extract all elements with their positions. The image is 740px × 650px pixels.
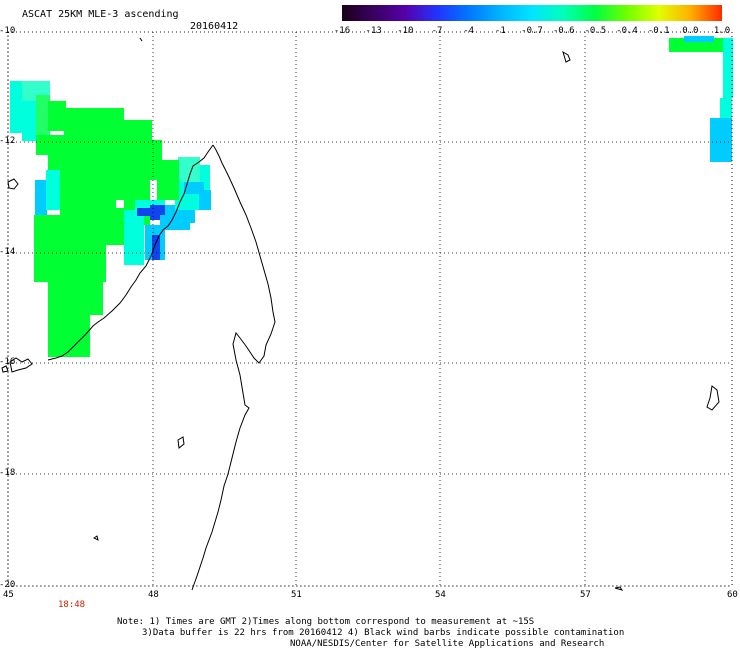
latitude-label: -14 (0, 247, 16, 257)
swath-time-label: 18:48 (58, 600, 86, 610)
colorbar-tick-label: -13 (365, 26, 382, 36)
island-fragment (706, 385, 720, 411)
longitude-label: 60 (727, 590, 738, 600)
island-fragment (177, 436, 185, 449)
wind-cell (684, 36, 714, 42)
madagascar-coast (191, 144, 276, 591)
wind-cell (48, 275, 103, 315)
wind-cell (48, 312, 90, 357)
wind-cell (152, 235, 160, 260)
footer-note-2: 3)Data buffer is 22 hrs from 20160412 4)… (142, 628, 625, 638)
latitude-label: -20 (0, 580, 16, 590)
island-fragment (1, 365, 9, 373)
wind-cell (10, 81, 22, 133)
colorbar-tick-label: -4 (463, 26, 475, 36)
colorbar-tick-label: -0.7 (521, 26, 543, 36)
island-fragment (139, 37, 143, 42)
wind-cell (124, 210, 144, 265)
longitude-label: 51 (291, 590, 302, 600)
longitude-label: 45 (3, 590, 14, 600)
colorbar-tick-label: -1 (494, 26, 506, 36)
colorbar-tick-label: -7 (431, 26, 443, 36)
wind-cell (723, 38, 733, 98)
wind-cell (178, 157, 200, 182)
plot-date: 20160412 (190, 21, 239, 32)
colorbar-tick-label: -0.5 (584, 26, 607, 36)
wind-cell (710, 118, 732, 162)
latitude-label: -10 (0, 26, 16, 36)
latitude-label: -12 (0, 136, 16, 146)
colorbar (342, 5, 722, 21)
island-fragment (614, 586, 624, 591)
colorbar-tick-label: -10 (397, 26, 414, 36)
wind-cell (157, 160, 179, 200)
coastline-outlines (1, 37, 720, 591)
wind-cell (199, 190, 211, 210)
colorbar-tick-label: 1.0 (713, 26, 731, 36)
wind-data-swath (10, 36, 733, 357)
island-fragment (93, 535, 99, 541)
colorbar-tick-label: -0.6 (552, 26, 575, 36)
wind-cell (116, 200, 124, 208)
footer-note-3: NOAA/NESDIS/Center for Satellite Applica… (290, 639, 605, 649)
latitude-label: -16 (0, 357, 16, 367)
latitude-label: -18 (0, 468, 16, 478)
longitude-label: 57 (580, 590, 591, 600)
longitude-label: 48 (148, 590, 159, 600)
wind-cell (22, 101, 36, 141)
wind-cell (137, 208, 151, 216)
island-fragment (562, 50, 571, 63)
footer-note-1: Note: 1) Times are GMT 2)Times along bot… (117, 617, 535, 627)
longitude-label: 54 (435, 590, 446, 600)
wind-cell (720, 98, 732, 118)
madagascar-west-coast (47, 144, 214, 361)
island-fragment (9, 357, 33, 373)
lat-lon-grid (7, 31, 733, 587)
colorbar-tick-label: 0.0 (682, 26, 699, 36)
wind-cell (35, 180, 47, 218)
plot-title: ASCAT 25KM MLE-3 ascending (22, 9, 179, 20)
map-frame (7, 31, 733, 587)
colorbar-tick-label: -16 (333, 26, 351, 36)
colorbar-tick-label: -0.4 (616, 26, 638, 36)
wind-cell (48, 101, 66, 131)
colorbar-tick-label: -0.1 (647, 26, 670, 36)
wind-cell (36, 95, 50, 145)
island-fragment (7, 178, 19, 190)
